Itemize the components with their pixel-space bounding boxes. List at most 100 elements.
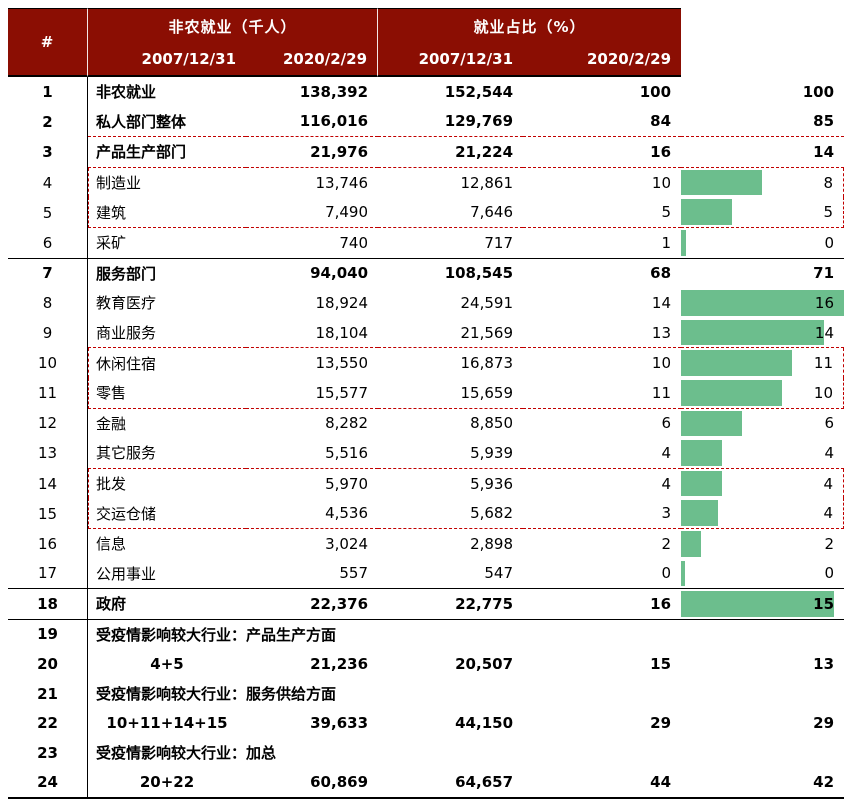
share-bar: [681, 470, 722, 497]
employment-2007-value: 18,924: [315, 293, 369, 312]
share-2007-value: 3: [523, 498, 682, 529]
row-number: 22: [8, 708, 88, 739]
share-2007-value: 10: [651, 354, 672, 373]
table-row-3: 3 产品生产部门 21,976 21,224 16 14: [8, 137, 845, 168]
row-number: 13: [8, 438, 88, 469]
employment-2007-value: 13,550: [315, 354, 369, 373]
share-2007-value: 1: [523, 228, 682, 259]
date-header-employment-2020: 2020/2/29: [246, 43, 379, 77]
employment-2007-value: 21,976: [246, 137, 379, 168]
employment-2007-value: 60,869: [246, 768, 379, 800]
employment-2020-value: 2,898: [470, 534, 514, 553]
share-2020-cell: 2: [681, 529, 844, 559]
employment-2007-value: 15,577: [246, 378, 379, 409]
industry-label: 采矿: [88, 228, 246, 259]
share-bar: [681, 500, 719, 526]
industry-label: 休闲住宿: [88, 348, 246, 378]
table-row-20: 20 4+5 21,236 20,507 15 13: [8, 649, 844, 679]
share-2007-value: 0: [523, 559, 682, 590]
employment-2020-value: 20,507: [455, 655, 514, 674]
share-2020-cell: 13: [681, 649, 844, 679]
share-2020-cell: 4: [681, 498, 845, 529]
employment-2007-value: 116,016: [246, 107, 379, 138]
share-2020-cell: 42: [681, 768, 845, 800]
section-note: 受疫情影响较大行业：服务供给方面: [96, 685, 337, 704]
industry-label: 批发: [88, 468, 246, 499]
row-number: 10: [8, 348, 88, 378]
industry-label: 4+5: [150, 655, 184, 674]
share-2020-value: 10: [813, 383, 834, 402]
employment-2020-value: 717: [378, 228, 524, 259]
industry-label: 20+22: [88, 768, 246, 800]
row-number: 17: [8, 558, 88, 590]
row-number: 4: [8, 167, 88, 198]
table-row-24: 24 20+22 60,869 64,657 44 42: [8, 767, 845, 800]
industry-label: 零售: [88, 377, 246, 409]
table-row-15: 15 交运仓储 4,536 5,682 3 4: [8, 498, 845, 529]
share-2020-value: 71: [813, 264, 835, 283]
employment-2020-value: 7,646: [378, 197, 524, 228]
share-bar: [681, 560, 686, 587]
header-group-row: # 非农就业（千人） 就业占比（%）: [8, 8, 844, 77]
share-2020-cell: 14: [681, 137, 845, 168]
share-2020-cell: 0: [681, 559, 845, 590]
share-2007-value: 11: [523, 378, 682, 409]
section-note: 受疫情影响较大行业：产品生产方面: [96, 625, 337, 644]
table-row-21: 21 受疫情影响较大行业：服务供给方面: [8, 678, 844, 709]
employment-2020-value: 5,936: [470, 474, 514, 493]
share-2020-cell: 16: [681, 288, 845, 318]
employment-2020-value: 21,224: [378, 137, 524, 168]
industry-label: 教育医疗: [96, 294, 157, 313]
share-2007-value: 14: [651, 293, 672, 312]
share-2020-value: 100: [802, 82, 835, 101]
employment-2020-value: 5,682: [378, 498, 524, 529]
employment-2020-value: 44,150: [455, 714, 514, 733]
employment-2020-value: 16,873: [460, 354, 514, 373]
row-number: 12: [8, 408, 88, 439]
table-row-12: 12 金融 8,282 8,850 6 6: [8, 408, 844, 439]
share-bar: [681, 591, 834, 617]
table-row-10: 10 休闲住宿 13,550 16,873 10 11: [8, 348, 845, 378]
share-2007-value: 29: [650, 714, 672, 733]
share-2020-value: 85: [813, 112, 835, 131]
share-2020-value: 15: [813, 594, 835, 613]
share-2007-value: 100: [639, 82, 672, 101]
industry-label: 交运仓储: [88, 498, 246, 529]
share-2007-value: 68: [650, 264, 672, 283]
share-2020-cell: 5: [681, 197, 845, 228]
table-row-18: 18 政府 22,376 22,775 16 15: [8, 589, 845, 620]
share-2020-cell: 14: [681, 318, 845, 349]
table-row-6: 6 采矿 740 717 1 0: [8, 227, 845, 259]
row-number: 8: [8, 288, 88, 318]
table-row-14: 14 批发 5,970 5,936 4 4: [8, 468, 845, 499]
industry-label: 信息: [96, 535, 127, 554]
row-number: 21: [8, 678, 88, 709]
row-number: 14: [8, 468, 88, 499]
share-2007-value: 4: [523, 438, 682, 469]
date-header-share-2020: 2020/2/29: [523, 43, 682, 77]
share-2020-cell: 0: [681, 228, 845, 259]
share-2020-value: 13: [813, 655, 835, 674]
employment-2007-value: 39,633: [310, 714, 369, 733]
row-number: 19: [8, 619, 88, 650]
row-number: 1: [8, 77, 88, 107]
row-number: 11: [8, 377, 88, 409]
employment-2007-value: 557: [246, 559, 379, 590]
share-2020-value: 0: [824, 564, 835, 583]
row-number: 24: [8, 767, 88, 800]
employment-2007-value: 5,970: [325, 474, 369, 493]
share-2020-cell: 29: [681, 708, 844, 738]
table-row-11: 11 零售 15,577 15,659 11 10: [8, 377, 845, 409]
date-header-employment-2007: 2007/12/31: [88, 43, 246, 77]
table-row-7: 7 服务部门 94,040 108,545 68 71: [8, 258, 844, 289]
employment-2007-value: 18,104: [246, 318, 379, 349]
row-number: 6: [8, 227, 88, 259]
employment-2007-value: 138,392: [299, 82, 369, 101]
industry-label: 其它服务: [88, 438, 246, 469]
employment-2007-value: 94,040: [310, 264, 369, 283]
share-2020-value: 5: [823, 203, 834, 222]
share-2020-cell: 71: [681, 259, 844, 289]
share-bar: [681, 319, 824, 346]
share-2020-value: 8: [823, 173, 834, 192]
row-number: 9: [8, 317, 88, 349]
